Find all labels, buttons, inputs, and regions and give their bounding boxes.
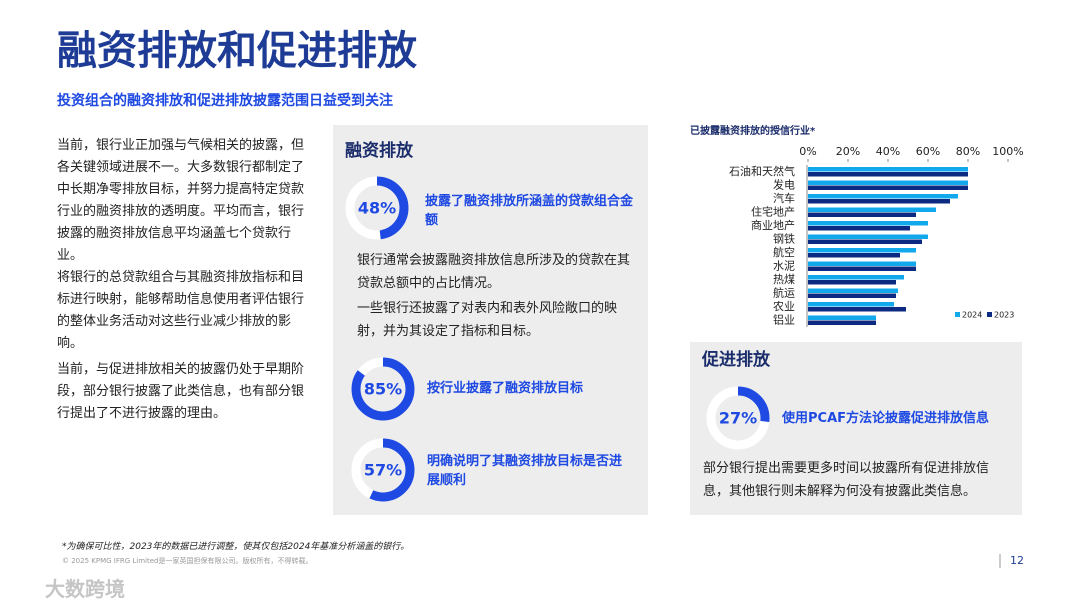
stat-text: 按行业披露了融资排放目标: [427, 381, 584, 396]
bar: [808, 320, 876, 325]
panel-title: 促进排放: [702, 350, 770, 370]
bar: [808, 266, 916, 271]
donut-label: 48%: [358, 199, 396, 218]
x-tick-label: 100%: [992, 145, 1023, 158]
bar: [808, 288, 898, 293]
bar: [808, 234, 928, 239]
category-label: 发电: [773, 177, 795, 191]
x-tick-label: 40%: [876, 145, 900, 158]
footnote: *为确保可比性，2023年的数据已进行调整，使其仅包括2024年基准分析涵盖的银…: [62, 542, 410, 552]
bar: [808, 261, 916, 266]
category-label: 商业地产: [751, 218, 795, 232]
donut-arc: [706, 386, 770, 450]
bar: [808, 248, 916, 253]
category-label: 住宅地产: [751, 204, 795, 218]
category-label: 铝业: [773, 312, 795, 326]
donut-label: 57%: [364, 461, 402, 480]
paragraph: 将银行的总贷款组合与其融资排放指标和目标进行映射，能够帮助信息使用者评估银行的整…: [57, 270, 305, 351]
category-label: 钢铁: [773, 232, 795, 245]
donut-arc: [351, 357, 415, 421]
panel: [333, 125, 648, 515]
bar: [808, 315, 876, 320]
bar: [808, 226, 910, 231]
panel: [690, 342, 1022, 515]
legend-label: 2023: [994, 311, 1014, 320]
note: 银行通常会披露融资排放信息所涉及的贷款在其贷款总额中的占比情况。: [357, 253, 631, 291]
watermark: 大数跨境: [45, 577, 125, 601]
note: 一些银行还披露了对表内和表外风险敞口的映射，并为其设定了指标和目标。: [357, 301, 618, 339]
legend-label: 2024: [962, 311, 982, 320]
category-label: 石油和天然气: [729, 164, 795, 178]
x-tick-label: 20%: [836, 145, 860, 158]
bar: [808, 167, 968, 172]
category-label: 航运: [773, 285, 795, 299]
category-label: 农业: [773, 299, 795, 313]
bar: [808, 221, 928, 226]
bar: [808, 293, 896, 298]
paragraph: 当前，与促进排放相关的披露仍处于早期阶段，部分银行披露了此类信息，也有部分银行提…: [57, 362, 305, 421]
bar: [808, 172, 968, 177]
chart-title: 已披露融资排放的授信行业*: [690, 124, 816, 137]
bar: [808, 212, 916, 217]
bar: [808, 302, 894, 307]
bar: [808, 207, 936, 212]
bar: [808, 253, 900, 258]
note: 部分银行提出需要更多时间以披露所有促进排放信息，其他银行则未解释为何没有披露此类…: [703, 461, 990, 499]
bar: [808, 180, 968, 185]
stat-text: 披露了融资排放所涵盖的贷款组合金额: [425, 194, 634, 228]
bar: [808, 185, 968, 190]
x-tick-label: 0%: [799, 145, 816, 158]
x-tick-label: 60%: [916, 145, 940, 158]
donut-arc: [345, 176, 409, 240]
bar: [808, 307, 906, 312]
donut-arc: [351, 438, 415, 502]
stat-text: 明确说明了其融资排放目标是否进展顺利: [427, 454, 623, 488]
page-number: 12: [1010, 554, 1024, 567]
category-label: 水泥: [773, 259, 795, 272]
panel-title: 融资排放: [345, 141, 413, 161]
legend-swatch: [955, 312, 960, 317]
donut-label: 27%: [719, 409, 757, 428]
bar: [808, 239, 922, 244]
bar: [808, 194, 958, 199]
bar: [808, 280, 896, 285]
donut-label: 85%: [364, 380, 402, 399]
legend-swatch: [987, 312, 992, 317]
subtitle: 投资组合的融资排放和促进排放披露范围日益受到关注: [57, 93, 393, 109]
stat-text: 使用PCAF方法论披露促进排放信息: [782, 411, 990, 426]
title: 融资排放和促进排放: [57, 28, 417, 74]
bar: [808, 275, 904, 280]
category-label: 汽车: [773, 191, 795, 205]
x-tick-label: 80%: [956, 145, 980, 158]
category-label: 热煤: [773, 273, 795, 286]
paragraph: 当前，银行业正加强与气候相关的披露，但各关键领域进展不一。大多数银行都制定了中长…: [57, 138, 305, 263]
bar: [808, 199, 950, 204]
category-label: 航空: [773, 245, 795, 259]
copyright: © 2025 KPMG IFRG Limited是一家英国担保有限公司。版权所有…: [62, 557, 313, 565]
